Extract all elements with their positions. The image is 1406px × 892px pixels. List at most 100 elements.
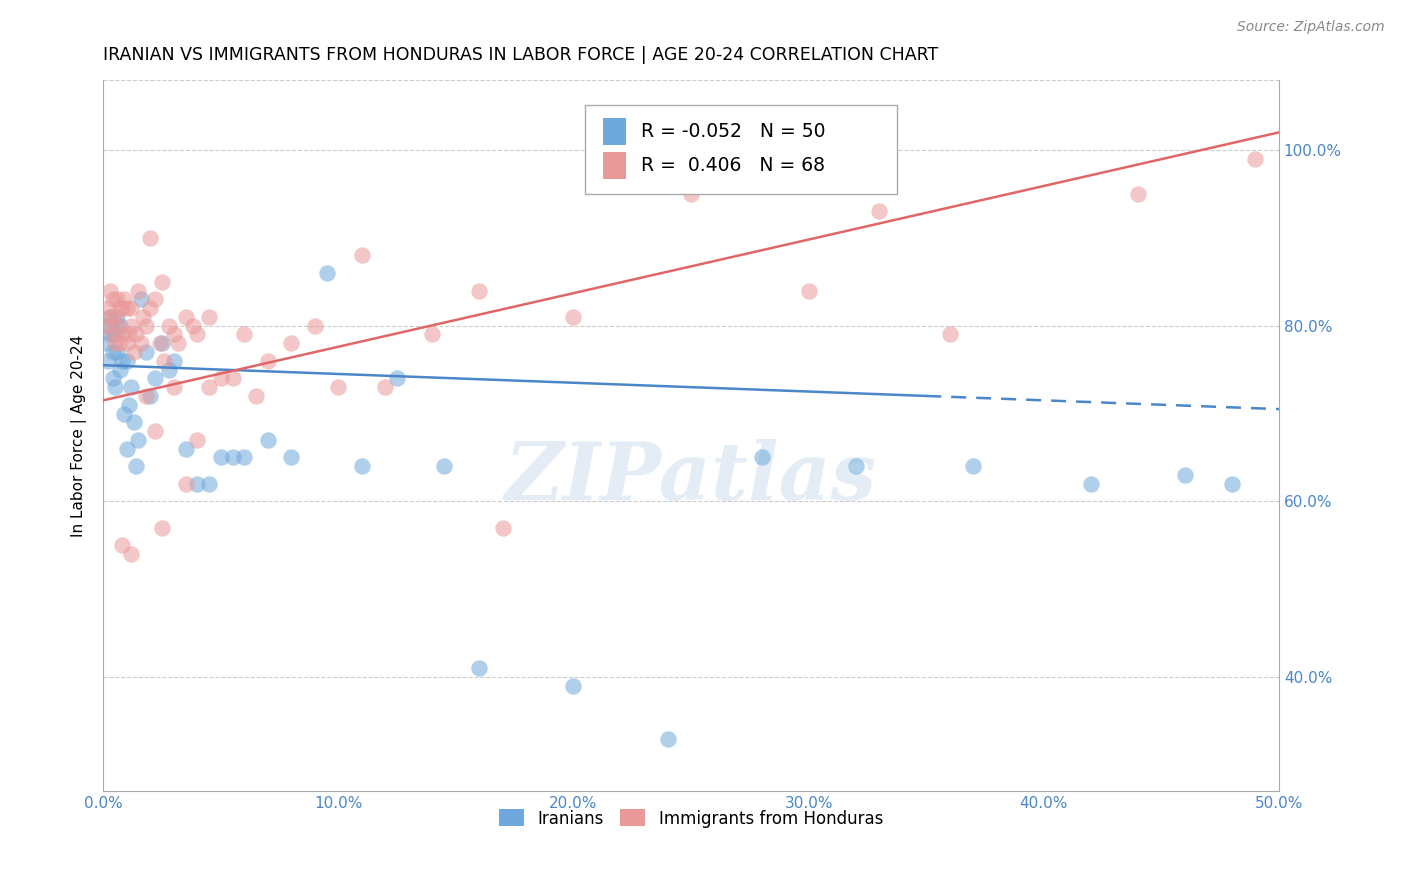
Point (797, 284, 820, 298)
Point (118, 398, 141, 412)
Point (97, 301, 120, 315)
Point (163, 380, 186, 394)
Point (562, 310, 585, 324)
Point (209, 450, 232, 465)
FancyBboxPatch shape (603, 153, 627, 179)
Point (122, 415, 145, 429)
Point (98, 310, 121, 324)
Point (120, 547, 142, 561)
Point (139, 389, 162, 403)
Point (1174, 468, 1197, 483)
Text: ZIPatlas: ZIPatlas (505, 440, 877, 517)
Point (139, 231, 162, 245)
Point (221, 371, 243, 385)
Point (167, 336, 190, 351)
Point (135, 318, 157, 333)
Point (845, 459, 868, 474)
Point (97, 353, 120, 368)
Point (157, 362, 180, 376)
Point (94, 318, 117, 333)
Point (115, 301, 138, 315)
Point (221, 450, 243, 465)
Point (101, 345, 124, 359)
Text: R =  0.406   N = 68: R = 0.406 N = 68 (641, 156, 824, 175)
Point (962, 459, 984, 474)
Point (120, 301, 142, 315)
Point (111, 538, 134, 552)
Point (163, 353, 186, 368)
Point (111, 353, 134, 368)
FancyBboxPatch shape (585, 104, 897, 194)
Legend: Iranians, Immigrants from Honduras: Iranians, Immigrants from Honduras (492, 803, 890, 834)
Point (143, 424, 166, 438)
Point (111, 301, 134, 315)
FancyBboxPatch shape (603, 118, 627, 145)
Point (315, 266, 337, 280)
Point (1220, 476, 1243, 491)
Point (127, 433, 149, 447)
Point (98, 310, 121, 324)
Point (492, 521, 515, 535)
Point (562, 679, 585, 693)
Point (101, 327, 124, 342)
Point (143, 371, 166, 385)
Point (98, 284, 121, 298)
Point (256, 353, 278, 368)
Point (98, 327, 121, 342)
Point (125, 327, 148, 342)
Point (108, 362, 131, 376)
Point (868, 204, 890, 219)
Point (304, 318, 326, 333)
Point (186, 327, 208, 342)
Point (143, 293, 166, 307)
Point (125, 459, 148, 474)
Point (374, 380, 396, 394)
Point (245, 389, 267, 403)
Point (198, 310, 221, 324)
Point (135, 389, 157, 403)
Point (105, 345, 128, 359)
Point (112, 293, 135, 307)
Point (468, 284, 491, 298)
Point (115, 442, 138, 456)
Point (256, 433, 278, 447)
Point (150, 275, 173, 289)
Point (105, 310, 128, 324)
Point (105, 293, 128, 307)
Point (104, 380, 127, 394)
Point (111, 327, 134, 342)
Text: Source: ZipAtlas.com: Source: ZipAtlas.com (1237, 20, 1385, 34)
Point (127, 284, 149, 298)
Point (150, 336, 173, 351)
Point (105, 318, 128, 333)
Point (198, 380, 221, 394)
Point (97, 318, 120, 333)
Point (153, 353, 176, 368)
Point (433, 459, 456, 474)
Point (129, 336, 152, 351)
Point (163, 327, 186, 342)
Point (209, 371, 232, 385)
Point (181, 318, 204, 333)
Point (1244, 152, 1267, 166)
Point (118, 327, 141, 342)
Point (751, 450, 773, 465)
Point (157, 318, 180, 333)
Point (198, 476, 221, 491)
Point (150, 521, 173, 535)
Point (280, 336, 302, 351)
Point (681, 186, 703, 201)
Point (94, 336, 117, 351)
Point (174, 476, 197, 491)
Point (186, 476, 208, 491)
Point (350, 459, 373, 474)
Point (115, 336, 138, 351)
Y-axis label: In Labor Force | Age 20-24: In Labor Force | Age 20-24 (72, 334, 87, 537)
Point (186, 433, 208, 447)
Point (280, 450, 302, 465)
Point (129, 293, 152, 307)
Point (108, 336, 131, 351)
Text: R = -0.052   N = 50: R = -0.052 N = 50 (641, 122, 825, 141)
Point (233, 450, 256, 465)
Point (139, 301, 162, 315)
